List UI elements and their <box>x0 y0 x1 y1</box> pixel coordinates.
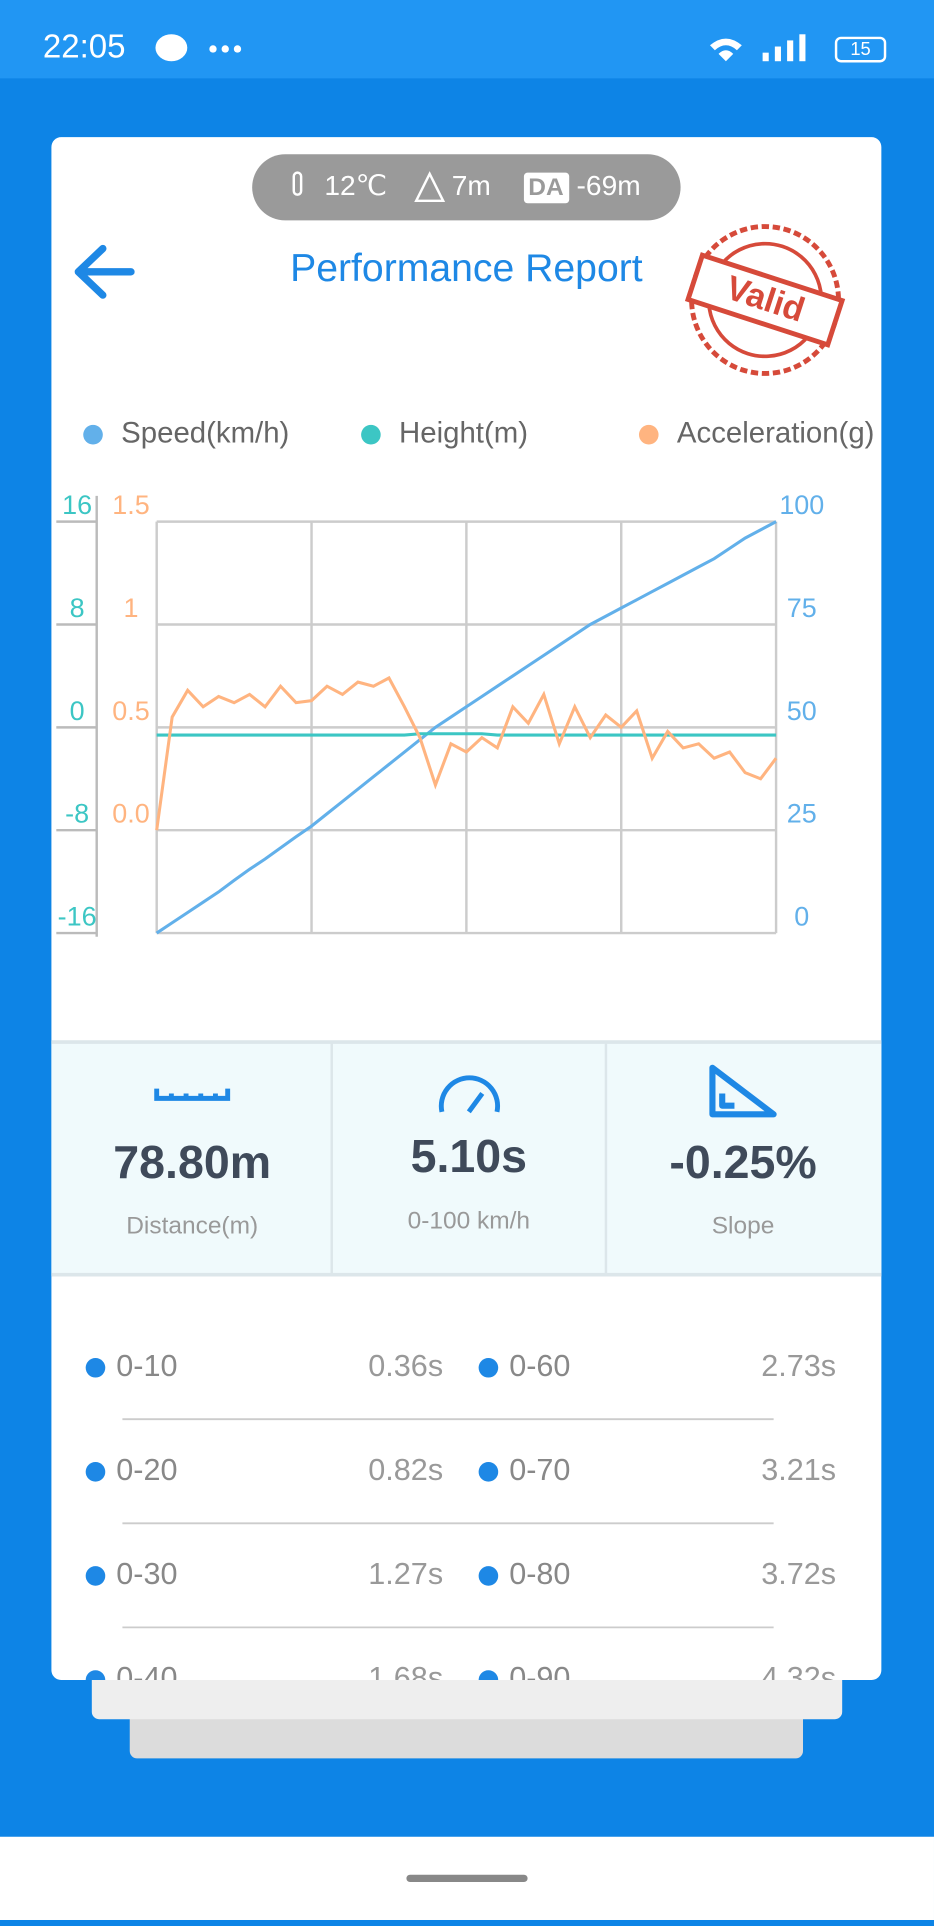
chat-icon <box>155 34 188 62</box>
y3-tick-label: 0.0 <box>112 799 149 829</box>
da-badge <box>523 172 570 204</box>
time-value: 1.68s <box>368 1661 443 1695</box>
stat-label: Distance(m) <box>126 1212 258 1239</box>
y2-tick-label: 0 <box>794 901 809 931</box>
time-value: 3.72s <box>761 1557 836 1591</box>
time-value: 0.36s <box>368 1349 443 1383</box>
bullet <box>85 1357 106 1378</box>
legend-marker <box>638 424 659 445</box>
time-value: 1.27s <box>368 1557 443 1591</box>
stack-card <box>129 1708 804 1759</box>
stack-card <box>91 1667 843 1720</box>
stat-label: 0-100 km/h <box>408 1208 530 1235</box>
status-bar <box>0 0 934 79</box>
chart: 0 25 50 75 100 -16 -8 0 8 16 0.0 0.5 1 1.5 Speed(km/h)… <box>56 416 875 935</box>
y3-tick-label: 1 <box>123 593 138 623</box>
back-button[interactable] <box>74 244 135 299</box>
y-tick-label: 16 <box>62 490 92 520</box>
density-altitude: -69m <box>577 170 641 201</box>
bullet <box>85 1462 106 1482</box>
home-indicator[interactable] <box>406 1874 528 1883</box>
temperature: 12℃ <box>324 170 387 201</box>
battery <box>834 36 887 63</box>
bullet <box>85 1670 106 1681</box>
thermometer-icon <box>292 171 303 196</box>
range-label: 0-20 <box>116 1453 177 1487</box>
time-value: 3.21s <box>761 1453 836 1487</box>
y-tick-label: -8 <box>65 799 89 829</box>
bullet <box>478 1670 499 1681</box>
y2-tick-label: 25 <box>787 799 817 829</box>
series-line <box>155 520 777 935</box>
time: 22:05 <box>43 29 126 66</box>
time-value: 4.32s <box>761 1661 836 1695</box>
time-value: 0.82s <box>368 1453 443 1487</box>
more-icon <box>209 45 242 53</box>
wifi-icon <box>709 38 742 62</box>
range-label: 0-80 <box>509 1557 570 1591</box>
legend-marker <box>83 424 103 445</box>
range-label: 0-60 <box>509 1349 570 1383</box>
range-label: 0-30 <box>116 1557 177 1591</box>
page-title: Performance Report <box>290 247 643 290</box>
bullet <box>478 1566 499 1586</box>
range-label: 0-40 <box>116 1661 177 1695</box>
y-tick-label: -16 <box>58 901 97 931</box>
y-tick-label: 8 <box>70 593 85 623</box>
conditions-pill <box>252 154 681 221</box>
time-value: 2.73s <box>761 1349 836 1383</box>
stat-value: 5.10s <box>411 1130 527 1182</box>
bullet <box>478 1462 499 1482</box>
legend-label: Speed(km/h) <box>121 416 289 449</box>
speed-icon <box>438 1075 501 1114</box>
bullet <box>85 1566 106 1586</box>
stat-label: Slope <box>712 1212 775 1239</box>
altitude: 7m <box>452 170 491 201</box>
series-line <box>155 675 778 831</box>
legend-label: Height(m) <box>399 416 528 449</box>
mountain-icon <box>414 171 446 203</box>
slope-icon <box>709 1064 777 1118</box>
legend-label: Acceleration(g) <box>677 416 875 449</box>
stat-value: -0.25% <box>669 1136 816 1188</box>
bullet <box>478 1357 499 1378</box>
signal-icon <box>762 34 806 62</box>
da-label: DA <box>528 174 564 201</box>
legend-marker <box>361 424 381 445</box>
series-line <box>156 732 777 737</box>
range-label: 0-70 <box>509 1453 570 1487</box>
y2-tick-label: 50 <box>787 696 817 726</box>
range-label: 0-90 <box>509 1661 570 1695</box>
y3-tick-label: 0.5 <box>112 696 149 726</box>
y-tick-label: 0 <box>70 696 85 726</box>
y3-tick-label: 1.5 <box>112 490 149 520</box>
stat-value: 78.80m <box>113 1136 271 1188</box>
y2-tick-label: 75 <box>787 593 817 623</box>
distance-icon <box>154 1088 231 1101</box>
range-label: 0-10 <box>116 1349 177 1383</box>
y2-tick-label: 100 <box>779 490 824 520</box>
battery-level: 15 <box>850 38 870 59</box>
